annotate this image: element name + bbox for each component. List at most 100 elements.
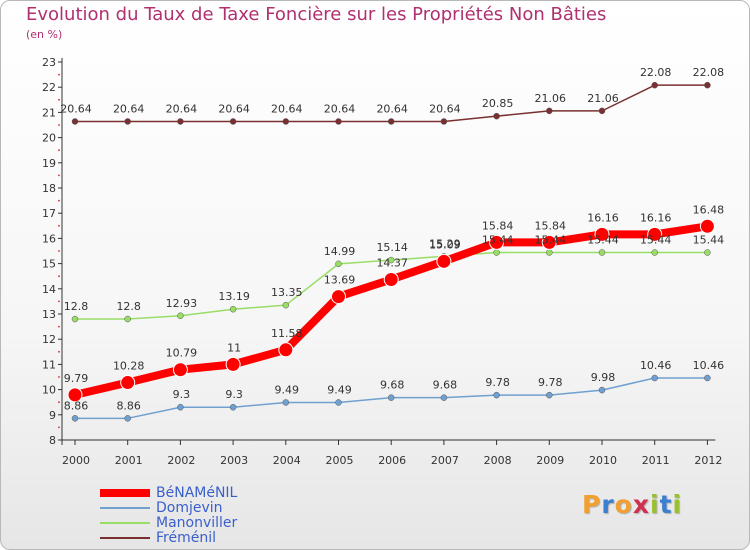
- data-label: 9.78: [538, 376, 563, 389]
- y-minor-tick: [58, 199, 60, 202]
- data-label: 20.64: [324, 102, 356, 115]
- data-label: 20.64: [429, 102, 461, 115]
- chart-title: Evolution du Taux de Taxe Foncière sur l…: [26, 4, 607, 25]
- data-label: 8.86: [116, 399, 141, 412]
- data-label: 15.09: [429, 238, 461, 251]
- data-point: [594, 226, 610, 242]
- legend-swatch: [100, 489, 150, 497]
- data-point: [177, 118, 184, 125]
- data-label: 15.84: [482, 219, 514, 232]
- y-minor-tick: [58, 250, 60, 252]
- data-point: [282, 399, 290, 406]
- data-label: 14.99: [324, 245, 356, 258]
- y-tick-label: 14: [42, 283, 56, 296]
- data-point: [546, 107, 553, 115]
- y-minor-tick: [58, 73, 60, 76]
- data-label: 16.16: [587, 211, 619, 224]
- y-tick-label: 23: [42, 56, 56, 69]
- legend-label: BéNAMéNIL: [156, 485, 238, 501]
- proxiti-logo: Proxiti: [582, 490, 682, 519]
- data-label: 10.28: [113, 360, 145, 373]
- data-point: [331, 289, 346, 305]
- data-label: 22.08: [640, 66, 672, 79]
- data-label: 20.64: [376, 102, 408, 115]
- y-tick-label: 21: [42, 106, 56, 119]
- data-point: [225, 356, 241, 372]
- y-minor-tick: [58, 376, 60, 378]
- data-point: [383, 271, 399, 287]
- data-label: 16.16: [640, 211, 672, 224]
- data-point: [598, 249, 606, 256]
- data-point: [124, 118, 131, 125]
- data-label: 9.98: [591, 371, 616, 384]
- data-label: 20.64: [60, 102, 92, 115]
- data-label: 9.68: [380, 379, 405, 392]
- x-tick-label: 2008: [484, 454, 512, 467]
- legend-label: Fréménil: [156, 530, 216, 546]
- logo-letter: i: [650, 490, 660, 519]
- data-label: 15.44: [482, 234, 514, 247]
- data-label: 10.46: [640, 359, 672, 372]
- data-label: 15.29: [429, 237, 461, 250]
- data-point: [172, 362, 188, 378]
- x-tick-label: 2003: [220, 454, 248, 467]
- data-label: 12.93: [166, 297, 198, 310]
- x-tick-label: 2001: [115, 454, 143, 467]
- y-tick-label: 16: [42, 232, 56, 245]
- chart-series-lines: [67, 81, 715, 422]
- chart-subtitle: (en %): [26, 28, 63, 41]
- x-tick-label: 2012: [694, 454, 722, 467]
- chart-data-labels: 9.79 10.28 10.79 11 11.58 13.69 14.37 15.09 15.8…: [60, 66, 724, 412]
- y-minor-tick: [58, 224, 60, 227]
- y-minor-tick: [58, 350, 60, 353]
- data-point: [71, 118, 79, 125]
- data-point: [177, 312, 184, 320]
- data-point: [440, 118, 448, 125]
- data-label: 9.49: [327, 383, 352, 396]
- y-tick-label: 18: [42, 182, 56, 195]
- data-label: 16.48: [693, 203, 725, 216]
- legend-label: Domjevin: [156, 500, 223, 516]
- data-label: 9.49: [275, 383, 300, 396]
- y-tick-label: 11: [42, 358, 56, 371]
- data-label: 20.64: [166, 102, 198, 115]
- data-point: [335, 260, 342, 268]
- data-label: 9.3: [225, 388, 243, 401]
- y-tick-label: 20: [42, 132, 56, 145]
- data-label: 15.84: [535, 219, 567, 232]
- y-tick-label: 22: [42, 81, 56, 94]
- y-tick-label: 8: [49, 434, 56, 447]
- data-point: [493, 112, 500, 120]
- legend-swatch: [100, 507, 150, 509]
- y-minor-tick: [58, 325, 60, 328]
- data-point: [177, 403, 184, 411]
- data-point: [71, 315, 79, 323]
- data-label: 22.08: [693, 66, 725, 79]
- data-point: [546, 249, 553, 256]
- data-point: [278, 342, 294, 358]
- data-label: 11.58: [271, 327, 303, 340]
- x-tick-label: 2002: [167, 454, 195, 467]
- y-tick-label: 17: [42, 207, 56, 220]
- data-point: [546, 391, 553, 399]
- data-label: 10.79: [166, 347, 198, 360]
- data-point: [120, 375, 136, 391]
- data-point: [651, 81, 658, 89]
- legend-label: Manonviller: [156, 515, 238, 531]
- data-label: 15.44: [535, 234, 567, 247]
- data-point: [704, 374, 711, 382]
- y-minor-tick: [58, 124, 60, 126]
- data-point: [699, 218, 715, 234]
- data-point: [282, 118, 290, 125]
- y-minor-tick: [58, 174, 60, 177]
- data-point: [71, 415, 79, 422]
- data-label: 13.69: [324, 274, 356, 287]
- data-point: [493, 391, 500, 399]
- data-point: [493, 249, 500, 256]
- logo-letter: t: [659, 490, 673, 519]
- data-point: [598, 386, 606, 394]
- y-minor-tick: [58, 426, 60, 429]
- data-point: [647, 226, 663, 242]
